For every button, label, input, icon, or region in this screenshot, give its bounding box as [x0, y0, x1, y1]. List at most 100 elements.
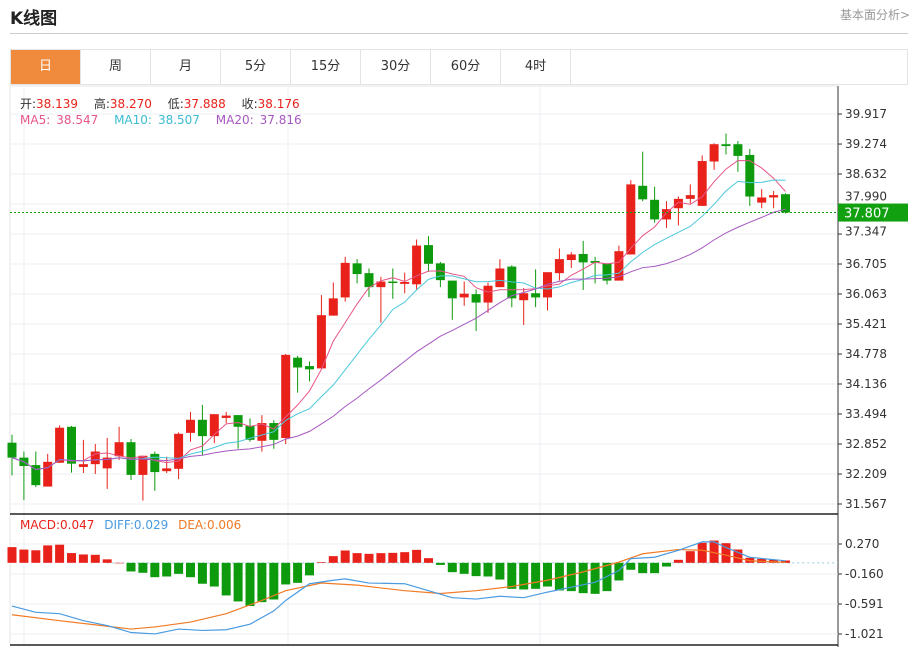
candle-down	[435, 263, 445, 281]
candle-up	[281, 354, 291, 439]
candle-up	[769, 195, 779, 198]
macd-bar-positive	[376, 553, 386, 563]
candle-down	[578, 253, 588, 263]
fundamental-analysis-link[interactable]: 基本面分析>	[839, 8, 910, 22]
ma-info: MA5: 38.547 MA10: 38.507 MA20: 37.816	[20, 113, 314, 127]
candle-up	[495, 268, 505, 288]
candle-up	[554, 259, 564, 274]
candle-down	[245, 425, 255, 440]
ma20-line	[11, 208, 786, 471]
candle-up	[412, 245, 422, 285]
macd-value: MACD:0.047	[20, 518, 95, 532]
candle-up	[626, 184, 636, 255]
macd-bar-positive	[43, 545, 53, 563]
divider	[10, 33, 908, 34]
open-value: 38.139	[36, 97, 79, 111]
candle-down	[233, 415, 243, 427]
macd-bar-positive	[328, 556, 338, 563]
macd-bar-negative	[245, 562, 255, 607]
candle-down	[7, 442, 17, 458]
price-tick-label: 37.347	[845, 225, 887, 239]
price-tick-label: 35.421	[845, 317, 887, 331]
page-title: K线图	[10, 9, 58, 29]
candle-up	[257, 423, 267, 441]
candle-up	[543, 272, 552, 298]
candle-down	[364, 273, 374, 288]
macd-bar-negative	[305, 562, 314, 576]
macd-bar-positive	[102, 559, 112, 563]
macd-bar-positive	[7, 547, 17, 563]
tab-4hour[interactable]: 4时	[501, 50, 571, 84]
macd-bar-negative	[638, 562, 648, 574]
candle-down	[745, 154, 755, 197]
candle-up	[221, 415, 231, 418]
low-value: 37.888	[183, 97, 226, 111]
candle-up	[78, 464, 88, 467]
candle-up	[483, 285, 493, 303]
candle-up	[138, 455, 148, 475]
macd-bar-positive	[769, 559, 779, 563]
macd-bar-positive	[340, 550, 350, 563]
candle-down	[781, 194, 790, 213]
macd-bar-positive	[19, 549, 29, 563]
candle-up	[566, 254, 576, 261]
macd-bar-negative	[662, 562, 671, 567]
macd-bar-positive	[424, 558, 433, 563]
macd-bar-negative	[162, 562, 172, 577]
macd-bar-negative	[543, 562, 552, 587]
price-tick-label: 33.494	[845, 407, 887, 421]
dea-value: DEA:0.006	[178, 518, 242, 532]
candle-up	[709, 144, 719, 162]
macd-bar-positive	[400, 552, 410, 563]
macd-bar-positive	[78, 554, 88, 563]
close-label: 收:	[241, 97, 258, 111]
macd-bar-negative	[293, 562, 303, 583]
tab-30min[interactable]: 30分	[361, 50, 431, 84]
tab-month[interactable]: 月	[151, 50, 221, 84]
macd-tick-label: -1.021	[845, 627, 884, 641]
candle-up	[90, 451, 100, 465]
macd-bar-positive	[733, 549, 743, 563]
candle-up	[328, 298, 338, 316]
candle-up	[376, 281, 386, 288]
ma10-value: 38.507	[157, 113, 200, 127]
candle-up	[186, 419, 195, 433]
price-tick-label: 34.778	[845, 347, 887, 361]
tab-week[interactable]: 周	[81, 50, 151, 84]
candle-down	[638, 185, 648, 200]
candle-down	[531, 293, 541, 298]
candle-down	[150, 453, 160, 473]
diff-line	[11, 541, 786, 635]
macd-bar-negative	[233, 562, 243, 602]
tab-day[interactable]: 日	[11, 50, 81, 84]
candle-up	[43, 461, 53, 487]
candle-up	[685, 195, 695, 199]
tab-15min[interactable]: 15分	[291, 50, 361, 84]
macd-bar-positive	[697, 542, 707, 563]
ohlc-info: 开:38.139 高:38.270 低:37.888 收:38.176	[20, 95, 312, 112]
macd-bar-negative	[186, 562, 195, 578]
price-tick-label: 39.917	[845, 107, 887, 121]
macd-bar-positive	[388, 552, 398, 563]
macd-bar-positive	[412, 549, 422, 563]
macd-bar-positive	[781, 560, 790, 563]
high-value: 38.270	[109, 97, 152, 111]
tab-60min[interactable]: 60分	[431, 50, 501, 84]
ma5-value: 38.547	[56, 113, 99, 127]
high-label: 高:	[93, 97, 110, 111]
candle-down	[602, 263, 612, 281]
macd-tick-label: -0.160	[845, 567, 884, 581]
macd-bar-negative	[435, 562, 445, 565]
macd-bar-positive	[67, 553, 76, 563]
macd-bar-negative	[566, 562, 576, 592]
macd-bar-negative	[257, 562, 267, 603]
ma5-label: MA5:	[20, 113, 51, 127]
macd-bar-positive	[364, 553, 374, 563]
tab-5min[interactable]: 5分	[221, 50, 291, 84]
candle-up	[316, 315, 326, 369]
price-tick-label: 31.567	[845, 497, 887, 511]
macd-bar-negative	[507, 562, 517, 589]
ma20-label: MA20:	[215, 113, 254, 127]
candle-down	[733, 144, 743, 156]
